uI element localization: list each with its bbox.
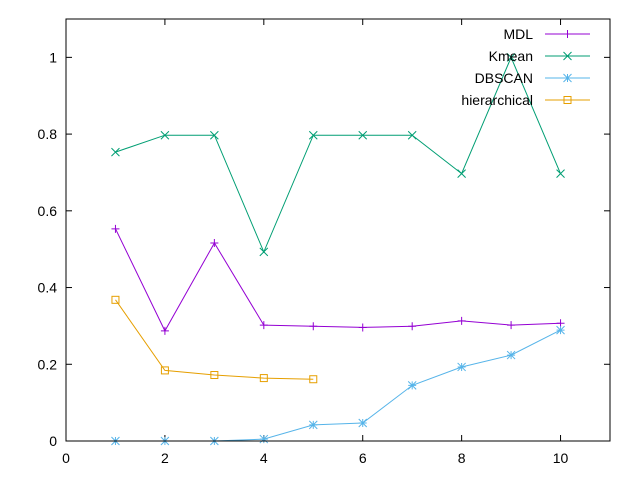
data-point-kmean bbox=[308, 130, 318, 140]
legend-label-dbscan: DBSCAN bbox=[475, 70, 533, 86]
data-point-mdl bbox=[111, 224, 120, 233]
legend-marker-hierarchical bbox=[563, 96, 572, 104]
legend-marker-mdl bbox=[563, 30, 572, 38]
series-line-mdl bbox=[115, 228, 561, 332]
series-mdl bbox=[111, 224, 565, 335]
legend-marker-dbscan bbox=[563, 73, 572, 83]
data-point-dbscan bbox=[358, 418, 368, 428]
data-point-mdl bbox=[309, 322, 318, 331]
data-point-dbscan bbox=[259, 434, 269, 444]
x-tick-label: 8 bbox=[458, 450, 466, 466]
legend-entry-dbscan: DBSCAN bbox=[475, 70, 590, 86]
data-point-mdl bbox=[210, 239, 219, 248]
legend-label-kmean: Kmean bbox=[489, 48, 533, 64]
data-point-kmean bbox=[259, 247, 269, 257]
series-line-hierarchical bbox=[115, 299, 314, 380]
series-line-kmean bbox=[115, 56, 561, 254]
data-point-mdl bbox=[507, 321, 516, 330]
data-point-dbscan bbox=[457, 362, 466, 372]
data-point-mdl bbox=[556, 319, 565, 328]
y-tick-label: 0.4 bbox=[38, 280, 58, 296]
data-point-hierarchical bbox=[259, 374, 268, 383]
data-point-hierarchical bbox=[111, 295, 120, 304]
data-point-mdl bbox=[408, 322, 417, 331]
data-point-mdl bbox=[259, 321, 268, 330]
data-point-dbscan bbox=[308, 420, 318, 430]
legend-entry-mdl: MDL bbox=[503, 26, 590, 42]
data-point-hierarchical bbox=[210, 371, 219, 380]
data-point-hierarchical bbox=[309, 375, 318, 384]
data-point-dbscan bbox=[556, 325, 565, 335]
data-point-mdl bbox=[457, 316, 466, 325]
data-point-mdl bbox=[160, 326, 169, 335]
y-tick-label: 0 bbox=[49, 433, 57, 449]
data-point-kmean bbox=[358, 130, 368, 140]
data-point-kmean bbox=[556, 169, 565, 178]
data-point-kmean bbox=[210, 130, 219, 140]
legend-entry-hierarchical: hierarchical bbox=[461, 92, 590, 108]
x-tick-label: 10 bbox=[553, 450, 569, 466]
data-point-kmean bbox=[506, 53, 516, 62]
data-point-mdl bbox=[358, 323, 367, 332]
series-layer bbox=[111, 53, 565, 446]
legend-label-hierarchical: hierarchical bbox=[461, 92, 533, 108]
series-dbscan bbox=[111, 325, 565, 446]
x-tick-label: 4 bbox=[260, 450, 268, 466]
legend-entry-kmean: Kmean bbox=[489, 48, 590, 64]
data-point-kmean bbox=[407, 130, 417, 140]
axis-ticks: 0 2 4 6 8 10 0 0.2 0.4 0.6 0.8 1 bbox=[38, 19, 610, 466]
plot-frame bbox=[65, 18, 611, 442]
series-kmean bbox=[111, 53, 565, 257]
x-tick-label: 2 bbox=[161, 450, 169, 466]
data-point-kmean bbox=[111, 147, 120, 157]
data-point-hierarchical bbox=[160, 366, 169, 375]
data-point-dbscan bbox=[407, 381, 417, 390]
data-point-kmean bbox=[457, 169, 466, 178]
y-tick-label: 1 bbox=[49, 49, 57, 65]
legend-label-mdl: MDL bbox=[503, 26, 533, 42]
x-tick-label: 0 bbox=[62, 450, 70, 466]
series-line-dbscan bbox=[115, 329, 561, 442]
data-point-kmean bbox=[160, 130, 170, 140]
series-hierarchical bbox=[111, 295, 318, 384]
y-tick-label: 0.2 bbox=[38, 356, 58, 372]
y-tick-label: 0.6 bbox=[38, 203, 58, 219]
y-tick-label: 0.8 bbox=[38, 126, 58, 142]
data-point-dbscan bbox=[506, 350, 516, 360]
legend-marker-kmean bbox=[563, 51, 572, 61]
x-tick-label: 6 bbox=[359, 450, 367, 466]
legend: MDL Kmean DBSCAN hierarchical bbox=[461, 26, 590, 108]
